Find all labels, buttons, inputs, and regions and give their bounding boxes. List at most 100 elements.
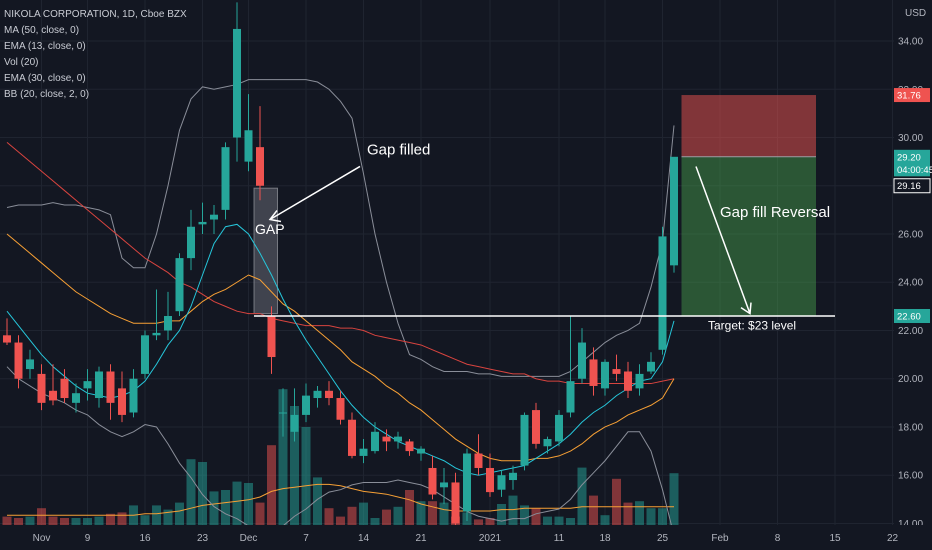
candle-body[interactable] <box>428 467 437 495</box>
candle-body[interactable] <box>635 373 644 389</box>
price-tag[interactable] <box>893 178 931 194</box>
time-tick: 15 <box>829 533 841 544</box>
candle-body[interactable] <box>72 393 80 403</box>
legend-symbol[interactable]: NIKOLA CORPORATION, 1D, Cboe BZX <box>4 9 187 20</box>
candle-body[interactable] <box>463 453 471 512</box>
gap-filled-arrow[interactable] <box>269 165 361 221</box>
time-tick: 16 <box>139 533 151 544</box>
candle-body[interactable] <box>233 28 241 138</box>
candle-body[interactable] <box>486 467 494 493</box>
candle-body[interactable] <box>658 236 667 350</box>
chart-legend: NIKOLA CORPORATION, 1D, Cboe BZX MA (50,… <box>4 7 187 103</box>
candle-body[interactable] <box>601 361 609 389</box>
volume-bar <box>106 513 115 525</box>
candle-body[interactable] <box>497 475 506 490</box>
legend-ema13[interactable]: EMA (13, close, 0) <box>4 41 86 52</box>
candle-body[interactable] <box>405 441 414 452</box>
candle-body[interactable] <box>474 453 483 468</box>
price-tick: 26.00 <box>898 229 923 240</box>
candle-body[interactable] <box>83 381 92 389</box>
annotations[interactable]: GAP Gap filled Gap fill Reversal Target: $2… <box>254 141 835 332</box>
volume-bar <box>393 506 403 525</box>
candle-body[interactable] <box>578 342 586 379</box>
candle-body[interactable] <box>118 388 126 415</box>
volume-bar <box>324 508 334 525</box>
candle-body[interactable] <box>164 316 172 331</box>
volume-bar <box>117 512 127 525</box>
legend-volume[interactable]: Vol (20) <box>4 57 39 68</box>
time-axis-bg <box>0 525 932 550</box>
volume-bar <box>600 515 610 525</box>
candle-body[interactable] <box>221 147 230 210</box>
candle-body[interactable] <box>302 395 310 415</box>
candle-body[interactable] <box>256 147 264 186</box>
candle-body[interactable] <box>37 373 46 403</box>
candle-body[interactable] <box>313 390 322 399</box>
candle-body[interactable] <box>210 214 218 220</box>
legend-ema30[interactable]: EMA (30, close, 0) <box>4 73 86 84</box>
legend-bb[interactable]: BB (20, close, 2, 0) <box>4 89 90 100</box>
legend-ma50[interactable]: MA (50, close, 0) <box>4 25 80 36</box>
candle-body[interactable] <box>49 390 57 401</box>
candle-body[interactable] <box>3 335 11 343</box>
candle-body[interactable] <box>543 439 552 447</box>
profit-target-zone[interactable] <box>681 156 817 317</box>
time-axis[interactable]: Nov 9 16 23 Dec 7 14 21 2021 11 18 25 Feb 8 15 22 <box>0 525 932 550</box>
candle-body[interactable] <box>589 359 598 386</box>
candle-body[interactable] <box>520 414 529 466</box>
reversal-arrow[interactable] <box>695 166 751 314</box>
candles[interactable] <box>3 2 678 541</box>
candle-body[interactable] <box>371 431 379 452</box>
candle-body[interactable] <box>348 419 356 456</box>
price-tag-text: 31.76 <box>897 91 921 102</box>
candle-body[interactable] <box>359 448 368 456</box>
volume-bar <box>175 502 184 525</box>
candle-body[interactable] <box>566 381 575 413</box>
candle-body[interactable] <box>451 482 460 524</box>
reversal-label: Gap fill Reversal <box>720 204 830 221</box>
price-tag[interactable] <box>894 88 930 103</box>
candle-body[interactable] <box>279 412 287 414</box>
price-tick: 20.00 <box>898 374 923 385</box>
candle-body[interactable] <box>244 130 253 162</box>
price-tick: 16.00 <box>898 471 923 482</box>
candle-body[interactable] <box>187 226 195 259</box>
stop-loss-zone[interactable] <box>681 95 817 157</box>
candle-body[interactable] <box>670 156 678 266</box>
candle-body[interactable] <box>290 414 299 432</box>
candle-body[interactable] <box>509 472 517 481</box>
candle-body[interactable] <box>325 390 333 399</box>
candle-body[interactable] <box>106 371 115 403</box>
price-tick: 18.00 <box>898 422 923 433</box>
volume-bar <box>255 502 265 525</box>
volume-bar <box>382 509 391 525</box>
candle-body[interactable] <box>14 342 23 379</box>
candle-body[interactable] <box>26 359 34 370</box>
candle-body[interactable] <box>175 258 184 312</box>
candle-body[interactable] <box>95 371 103 399</box>
candle-body[interactable] <box>336 398 345 420</box>
candle-body[interactable] <box>440 482 448 488</box>
price-tag[interactable] <box>894 309 930 324</box>
candle-body[interactable] <box>141 335 149 374</box>
candle-body[interactable] <box>267 316 276 358</box>
candle-body[interactable] <box>612 369 621 374</box>
candle-body[interactable] <box>624 371 632 391</box>
candle-body[interactable] <box>532 410 540 444</box>
candle-body[interactable] <box>152 332 161 336</box>
price-tick: 22.00 <box>898 326 923 337</box>
candle-body[interactable] <box>647 361 655 372</box>
candle-body[interactable] <box>417 448 425 454</box>
price-tag[interactable] <box>894 149 930 164</box>
candle-body[interactable] <box>129 378 138 413</box>
price-tag[interactable] <box>894 162 930 177</box>
position-zones[interactable] <box>253 95 817 317</box>
candle-body[interactable] <box>60 378 69 399</box>
candle-body[interactable] <box>394 436 402 442</box>
candle-body[interactable] <box>198 221 207 225</box>
volume-bar <box>152 505 161 525</box>
price-axis[interactable]: USD14.0016.0018.0020.0022.0024.0026.0028… <box>893 0 932 550</box>
candle-body[interactable] <box>555 414 563 442</box>
candle-body[interactable] <box>382 436 391 442</box>
